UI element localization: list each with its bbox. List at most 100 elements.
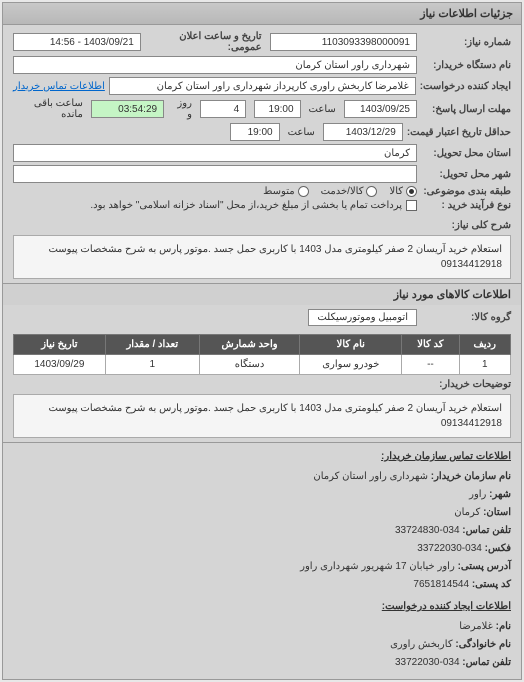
time-label-1: ساعت bbox=[309, 104, 336, 115]
name-value: غلامرضا bbox=[459, 621, 493, 632]
radio-medium-label: متوسط bbox=[263, 186, 294, 197]
radio-kala-icon bbox=[406, 186, 417, 197]
radio-item-kala[interactable]: کالا bbox=[389, 186, 417, 197]
subject-type-label: طبقه بندی موضوعی: bbox=[421, 186, 511, 197]
checkbox-payment[interactable] bbox=[406, 200, 417, 211]
deadline-label: مهلت ارسال پاسخ: bbox=[421, 104, 511, 115]
fax-value: 034-33722030 bbox=[417, 543, 482, 554]
row-subject-type: طبقه بندی موضوعی: کالا کالا/خدمت متوسط bbox=[13, 186, 511, 197]
row-desc-label: شرح کلی نیاز: bbox=[3, 220, 521, 231]
main-container: جزئیات اطلاعات نیاز شماره نیاز: 11030933… bbox=[2, 2, 522, 680]
address-label: آدرس پستی: bbox=[458, 561, 511, 572]
radio-group-type: کالا کالا/خدمت متوسط bbox=[263, 186, 417, 197]
td-unit: دستگاه bbox=[199, 355, 299, 375]
deadline-date-field: 1403/09/25 bbox=[344, 100, 417, 118]
time-label-2: ساعت bbox=[288, 127, 315, 138]
request-number-field: 1103093398000091 bbox=[270, 33, 417, 51]
items-table: ردیف کد کالا نام کالا واحد شمارش تعداد /… bbox=[13, 334, 511, 375]
td-date: 1403/09/29 bbox=[14, 355, 106, 375]
validity-label: حداقل تاریخ اعتبار قیمت: bbox=[407, 127, 511, 138]
table-row: 1 -- خودرو سواری دستگاه 1 1403/09/29 bbox=[14, 355, 511, 375]
phone-value: 034-33724830 bbox=[395, 525, 460, 536]
requester-field: غلامرضا کاربخش راوری کارپرداز شهرداری را… bbox=[109, 77, 416, 95]
group-label: گروه کالا: bbox=[421, 312, 511, 323]
city-label: شهر محل تحویل: bbox=[421, 169, 511, 180]
postal-label: کد پستی: bbox=[472, 579, 511, 590]
remaining-label: ساعت باقی مانده bbox=[17, 98, 83, 120]
city-info-label: شهر: bbox=[489, 489, 511, 500]
row-validity: حداقل تاریخ اعتبار قیمت: 1403/12/29 ساعت… bbox=[13, 123, 511, 141]
desc-label: شرح کلی نیاز: bbox=[421, 220, 511, 231]
radio-item-khedmat[interactable]: کالا/خدمت bbox=[321, 186, 378, 197]
info-fax: فکس: 034-33722030 bbox=[13, 541, 511, 557]
info-lastname: نام خانوادگی: کاربخش راوری bbox=[13, 637, 511, 653]
days-and-label: روز و bbox=[172, 98, 192, 120]
name-label: نام: bbox=[496, 621, 511, 632]
contact-link[interactable]: اطلاعات تماس خریدار bbox=[13, 81, 105, 92]
info-address: آدرس پستی: راور خیابان 17 شهریور شهرداری… bbox=[13, 559, 511, 575]
th-unit: واحد شمارش bbox=[199, 335, 299, 355]
page-title: جزئیات اطلاعات نیاز bbox=[420, 8, 513, 20]
address-value: راور خیابان 17 شهریور شهرداری راور bbox=[300, 561, 455, 572]
province-label: استان محل تحویل: bbox=[421, 148, 511, 159]
th-date: تاریخ نیاز bbox=[14, 335, 106, 355]
td-qty: 1 bbox=[105, 355, 199, 375]
th-code: کد کالا bbox=[402, 335, 459, 355]
buyer-org-label: نام دستگاه خریدار: bbox=[421, 60, 511, 71]
form-section: شماره نیاز: 1103093398000091 تاریخ و ساع… bbox=[3, 25, 521, 220]
info-org: نام سازمان خریدار: شهرداری راور استان کر… bbox=[13, 469, 511, 485]
row-province: استان محل تحویل: کرمان bbox=[13, 144, 511, 162]
deadline-time-field: 19:00 bbox=[254, 100, 300, 118]
row-deadline: مهلت ارسال پاسخ: 1403/09/25 ساعت 19:00 4… bbox=[13, 98, 511, 120]
td-code: -- bbox=[402, 355, 459, 375]
radio-kala-label: کالا bbox=[389, 186, 403, 197]
td-name: خودرو سواری bbox=[300, 355, 402, 375]
info-name: نام: غلامرضا bbox=[13, 619, 511, 635]
announce-field: 1403/09/21 - 14:56 bbox=[13, 33, 141, 51]
row-requester: ایجاد کننده درخواست: غلامرضا کاربخش راور… bbox=[13, 77, 511, 95]
fax-label: فکس: bbox=[485, 543, 511, 554]
validity-date-field: 1403/12/29 bbox=[323, 123, 403, 141]
phone2-label: تلفن تماس: bbox=[462, 657, 511, 668]
desc-box: استعلام خرید آریسان 2 صفر کیلومتری مدل 1… bbox=[13, 235, 511, 279]
row-request-number: شماره نیاز: 1103093398000091 تاریخ و ساع… bbox=[13, 31, 511, 53]
province-field: کرمان bbox=[13, 144, 417, 162]
row-buyer-org: نام دستگاه خریدار: شهرداری راور استان کر… bbox=[13, 56, 511, 74]
process-label: نوع فرآیند خرید : bbox=[421, 200, 511, 211]
lastname-label: نام خانوادگی: bbox=[455, 639, 511, 650]
request-number-label: شماره نیاز: bbox=[421, 37, 511, 48]
row-buyer-desc-label: توضیحات خریدار: bbox=[3, 379, 521, 390]
group-value: اتومبیل وموتورسیکلت bbox=[308, 309, 417, 326]
items-section-header: اطلاعات کالاهای مورد نیاز bbox=[3, 283, 521, 305]
radio-khedmat-label: کالا/خدمت bbox=[321, 186, 364, 197]
remaining-field: 03:54:29 bbox=[91, 100, 164, 118]
province-info-value: کرمان bbox=[454, 507, 480, 518]
org-label: نام سازمان خریدار: bbox=[431, 471, 511, 482]
city-field bbox=[13, 165, 417, 183]
radio-medium-icon bbox=[298, 186, 309, 197]
province-info-label: استان: bbox=[483, 507, 511, 518]
row-group: گروه کالا: اتومبیل وموتورسیکلت bbox=[3, 305, 521, 330]
th-name: نام کالا bbox=[300, 335, 402, 355]
row-process-type: نوع فرآیند خرید : پرداخت تمام یا بخشی از… bbox=[13, 200, 511, 211]
buyer-org-field: شهرداری راور استان کرمان bbox=[13, 56, 417, 74]
days-field: 4 bbox=[200, 100, 246, 118]
table-header-row: ردیف کد کالا نام کالا واحد شمارش تعداد /… bbox=[14, 335, 511, 355]
info-phone: تلفن تماس: 034-33724830 bbox=[13, 523, 511, 539]
radio-khedmat-icon bbox=[366, 186, 377, 197]
checkbox-payment-label: پرداخت تمام یا بخشی از مبلغ خرید،از محل … bbox=[90, 200, 402, 211]
info-city: شهر: راور bbox=[13, 487, 511, 503]
buyer-desc-box: استعلام خرید آریسان 2 صفر کیلومتری مدل 1… bbox=[13, 394, 511, 438]
postal-value: 7651814544 bbox=[413, 579, 469, 590]
th-row: ردیف bbox=[459, 335, 511, 355]
radio-item-medium[interactable]: متوسط bbox=[263, 186, 308, 197]
buyer-desc-label: توضیحات خریدار: bbox=[421, 379, 511, 390]
page-header: جزئیات اطلاعات نیاز bbox=[3, 3, 521, 25]
td-row: 1 bbox=[459, 355, 511, 375]
info-province: استان: کرمان bbox=[13, 505, 511, 521]
th-qty: تعداد / مقدار bbox=[105, 335, 199, 355]
requester-label: ایجاد کننده درخواست: bbox=[420, 81, 511, 92]
info-postal: کد پستی: 7651814544 bbox=[13, 577, 511, 593]
validity-time-field: 19:00 bbox=[230, 123, 280, 141]
row-city: شهر محل تحویل: bbox=[13, 165, 511, 183]
